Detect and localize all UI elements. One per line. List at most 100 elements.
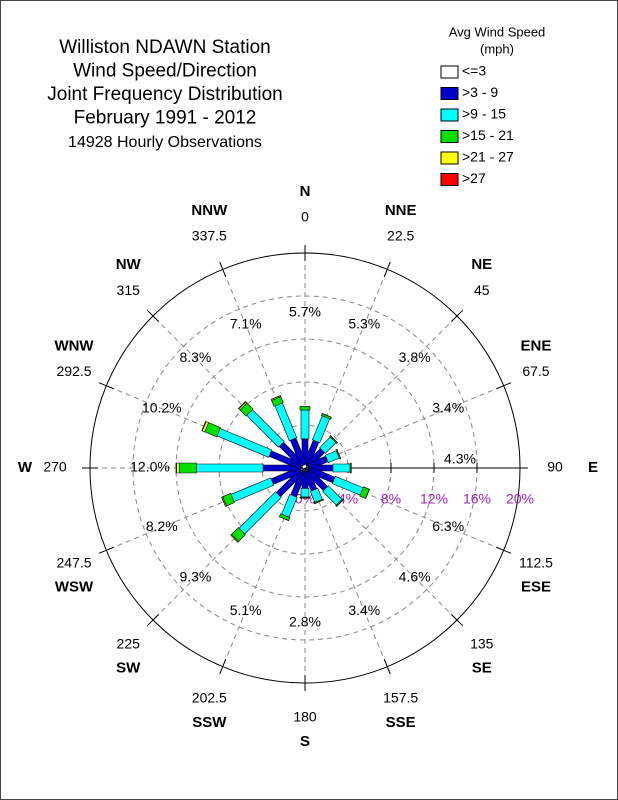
direction-degrees: 315 xyxy=(117,282,141,298)
direction-degrees: 247.5 xyxy=(57,554,92,570)
bar-segment xyxy=(175,462,177,474)
total-label: 8.2% xyxy=(146,518,178,534)
spoke-tick xyxy=(219,261,227,277)
chart-title: Wind Speed/Direction xyxy=(73,61,257,82)
direction-name: ENE xyxy=(521,337,552,354)
bar-segment xyxy=(178,462,197,474)
bar-segment xyxy=(322,413,332,418)
direction-name: SSE xyxy=(386,714,416,731)
direction-name: SSW xyxy=(192,714,227,731)
direction-name: NNW xyxy=(191,202,228,219)
total-label: 3.8% xyxy=(399,349,431,365)
direction-name: E xyxy=(588,459,598,476)
direction-degrees: 45 xyxy=(474,282,490,298)
spoke-tick xyxy=(451,614,464,627)
bar-segment xyxy=(221,496,226,507)
direction-degrees: 157.5 xyxy=(383,690,418,706)
legend-label: >15 - 21 xyxy=(462,127,514,143)
total-label: 3.4% xyxy=(432,399,464,415)
total-label: 3.4% xyxy=(348,602,380,618)
bar-segment xyxy=(314,499,324,504)
r-tick-label: 12% xyxy=(420,491,448,507)
legend-swatch xyxy=(440,130,459,143)
bar-segment xyxy=(279,516,289,521)
direction-name: NE xyxy=(471,256,492,273)
spoke-tick xyxy=(219,659,227,675)
total-label: 4.6% xyxy=(399,568,431,584)
legend-label: >27 xyxy=(462,170,486,186)
spoke-tick xyxy=(383,261,391,277)
total-label: 12.0% xyxy=(130,459,170,475)
r-tick-label: 0% xyxy=(295,491,315,507)
bar-segment xyxy=(176,462,180,474)
direction-name: WNW xyxy=(54,337,94,354)
direction-name: SW xyxy=(116,660,141,677)
spoke-tick xyxy=(146,309,159,322)
bar-segment xyxy=(201,421,207,432)
direction-degrees: 225 xyxy=(117,635,141,651)
bar-segment xyxy=(300,488,310,498)
spoke-tick xyxy=(98,546,114,554)
chart-title: Joint Frequency Distribution xyxy=(47,84,283,105)
bar-segment xyxy=(332,463,351,473)
bar-segment xyxy=(300,409,310,440)
r-tick-label: 20% xyxy=(506,491,534,507)
spoke-tick xyxy=(451,309,464,322)
total-label: 6.3% xyxy=(432,518,464,534)
legend-swatch xyxy=(440,173,459,186)
direction-degrees: 135 xyxy=(470,635,494,651)
chart-title: Williston NDAWN Station xyxy=(59,37,271,58)
direction-degrees: 22.5 xyxy=(387,228,414,244)
direction-name: WSW xyxy=(55,579,94,596)
direction-name: S xyxy=(300,733,310,750)
r-tick-label: 4% xyxy=(338,491,358,507)
bar-segment xyxy=(196,463,264,473)
direction-degrees: 180 xyxy=(293,709,317,725)
total-label: 10.2% xyxy=(142,399,182,415)
total-label: 4.3% xyxy=(444,451,476,467)
legend-label: >3 - 9 xyxy=(462,84,498,100)
chart-subtitle: 14928 Hourly Observations xyxy=(68,134,262,151)
total-label: 8.3% xyxy=(179,349,211,365)
direction-degrees: 0 xyxy=(301,209,309,225)
direction-name: NNE xyxy=(385,202,417,219)
total-label: 5.1% xyxy=(230,602,262,618)
direction-degrees: 202.5 xyxy=(192,690,227,706)
total-label: 5.3% xyxy=(348,316,380,332)
bar-segment xyxy=(336,499,344,507)
legend-label: >21 - 27 xyxy=(462,149,514,165)
spoke-tick xyxy=(496,382,512,390)
chart-title: February 1991 - 2012 xyxy=(74,108,257,129)
direction-degrees: 337.5 xyxy=(192,228,227,244)
direction-name: N xyxy=(300,183,311,200)
direction-name: W xyxy=(18,459,33,476)
direction-degrees: 292.5 xyxy=(57,363,92,379)
direction-degrees: 270 xyxy=(43,459,67,475)
spoke-tick xyxy=(146,614,159,627)
total-label: 2.8% xyxy=(289,614,321,630)
spoke-tick xyxy=(496,546,512,554)
legend-swatch xyxy=(440,87,459,100)
legend-swatch xyxy=(440,151,459,165)
total-label: 9.3% xyxy=(179,568,211,584)
direction-name: SE xyxy=(472,660,492,677)
legend-swatch xyxy=(440,65,459,79)
bar-segment xyxy=(365,489,370,499)
bar-segment xyxy=(271,395,281,400)
spoke-tick xyxy=(383,659,391,675)
bar-segment xyxy=(230,534,239,543)
direction-degrees: 90 xyxy=(547,459,563,475)
r-tick-label: 8% xyxy=(381,491,401,507)
legend-title: Avg Wind Speed xyxy=(449,24,546,39)
total-label: 5.7% xyxy=(289,304,321,320)
direction-name: NW xyxy=(116,256,142,273)
legend-label: >9 - 15 xyxy=(462,106,506,122)
total-label: 7.1% xyxy=(230,316,262,332)
bar-segment xyxy=(330,435,338,443)
direction-degrees: 67.5 xyxy=(522,363,549,379)
bar-segment xyxy=(299,406,311,411)
bar-segment xyxy=(336,449,341,459)
